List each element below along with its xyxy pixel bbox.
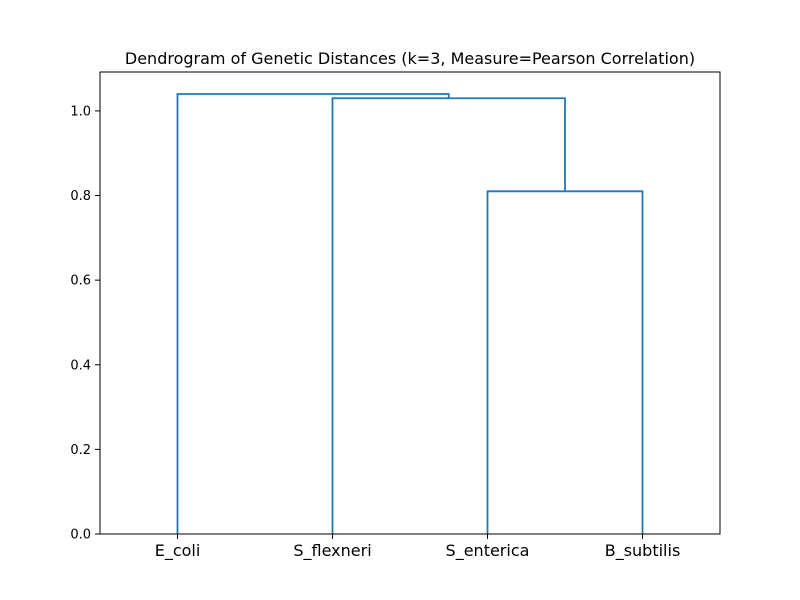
y-tick-label: 0.4 <box>70 358 91 373</box>
leaf-label-e-coli: E_coli <box>155 541 201 561</box>
y-tick-label: 0.0 <box>70 528 91 543</box>
x-axis-leaf-labels: E_coli S_flexneri S_enterica B_subtilis <box>155 534 681 561</box>
y-tick-label: 1.0 <box>70 104 91 119</box>
y-tick-label: 0.6 <box>70 274 91 289</box>
y-tick-label: 0.8 <box>70 189 91 204</box>
leaf-label-b-subtilis: B_subtilis <box>605 541 681 561</box>
plot-area: 0.0 0.2 0.4 0.6 0.8 1.0 E_coli S_flexneri S_ent… <box>70 71 721 561</box>
dendrogram-link-3 <box>176 93 450 534</box>
leaf-label-s-flexneri: S_flexneri <box>293 541 371 561</box>
chart-title: Dendrogram of Genetic Distances (k=3, Me… <box>125 49 695 68</box>
dendrogram-links <box>176 93 644 534</box>
axes-frame <box>99 71 721 535</box>
leaf-label-s-enterica: S_enterica <box>446 541 530 561</box>
y-axis-ticks: 0.0 0.2 0.4 0.6 0.8 1.0 <box>70 104 100 543</box>
y-tick-label: 0.2 <box>70 443 91 458</box>
